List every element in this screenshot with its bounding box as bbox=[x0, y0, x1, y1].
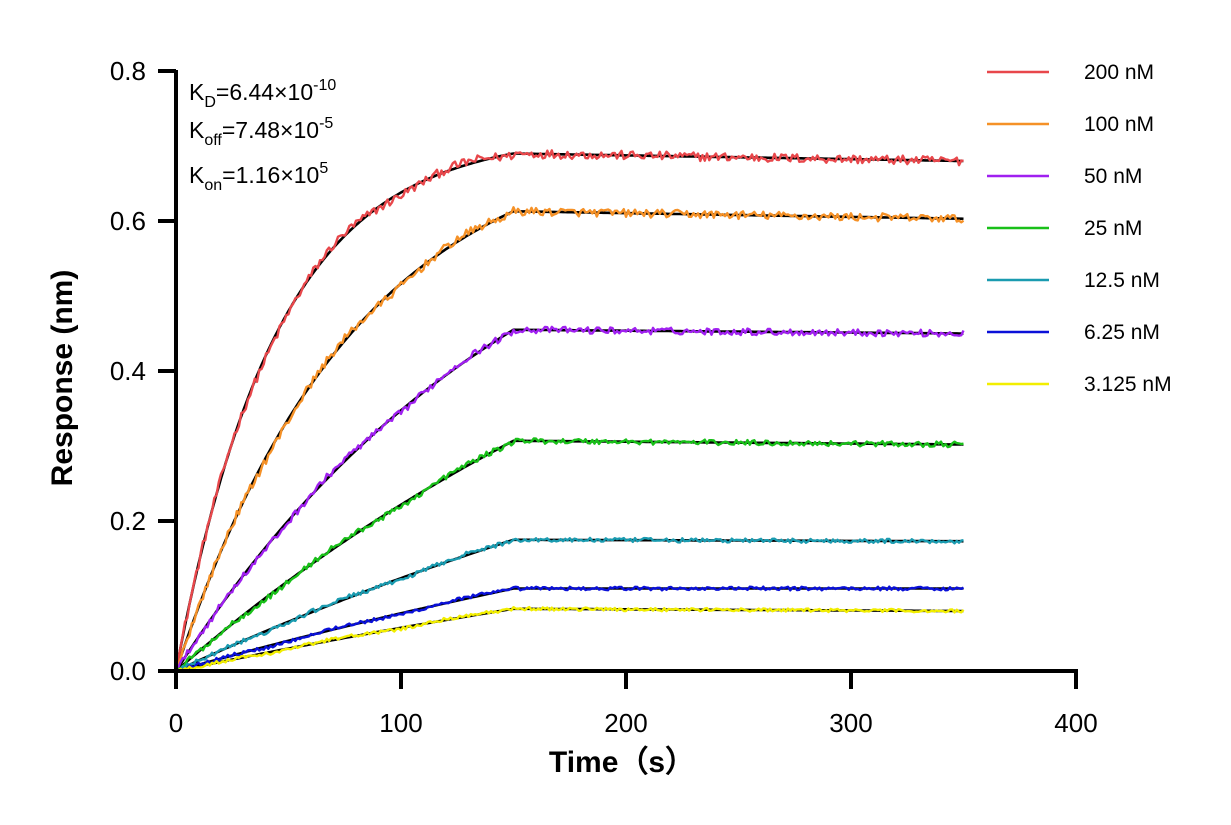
kd-annotation: KD=6.44×10-10 bbox=[189, 77, 336, 111]
y-axis-title: Response (nm) bbox=[46, 270, 79, 487]
legend-label: 6.25 nM bbox=[1084, 321, 1160, 344]
series-trace bbox=[174, 325, 965, 672]
legend-label: 3.125 nM bbox=[1084, 373, 1172, 396]
legend-label: 100 nM bbox=[1084, 113, 1154, 136]
series-trace bbox=[174, 149, 964, 672]
data-traces bbox=[174, 149, 965, 673]
x-axis-title: Time（s） bbox=[549, 745, 695, 779]
series-trace bbox=[174, 206, 965, 672]
x-tick-label: 300 bbox=[829, 708, 872, 738]
x-tick-label: 400 bbox=[1054, 708, 1097, 738]
koff-annotation: Koff=7.48×10-5 bbox=[189, 115, 333, 149]
series-trace bbox=[175, 585, 965, 673]
x-tick-label: 0 bbox=[169, 708, 183, 738]
fit-curve bbox=[174, 210, 964, 672]
series-trace bbox=[175, 605, 965, 673]
legend: 200 nM 100 nM 50 nM 25 nM 12.5 nM 6.25 nM 3.12… bbox=[987, 61, 1172, 396]
legend-label: 25 nM bbox=[1084, 217, 1142, 240]
x-tick-label: 100 bbox=[379, 708, 422, 738]
legend-label: 200 nM bbox=[1084, 61, 1154, 84]
axis-ticks: 0 100 200 300 400 0.0 0.2 0.4 0.6 0.8 bbox=[110, 56, 1098, 738]
kon-annotation: Kon=1.16×105 bbox=[189, 160, 328, 194]
y-tick-label: 0.8 bbox=[110, 56, 146, 86]
fit-curve bbox=[175, 538, 964, 673]
y-tick-label: 0.0 bbox=[110, 656, 146, 686]
y-tick-label: 0.4 bbox=[110, 356, 146, 386]
kinetic-constants: KD=6.44×10-10 Koff=7.48×10-5 Kon=1.16×10… bbox=[189, 77, 336, 194]
y-tick-label: 0.2 bbox=[110, 506, 146, 536]
x-tick-label: 200 bbox=[604, 708, 647, 738]
series-trace bbox=[175, 437, 964, 672]
series-trace bbox=[175, 536, 964, 673]
fit-curve bbox=[175, 439, 964, 672]
fit-curve bbox=[175, 587, 964, 673]
legend-label: 12.5 nM bbox=[1084, 269, 1160, 292]
legend-label: 50 nM bbox=[1084, 165, 1142, 188]
y-tick-label: 0.6 bbox=[110, 206, 146, 236]
